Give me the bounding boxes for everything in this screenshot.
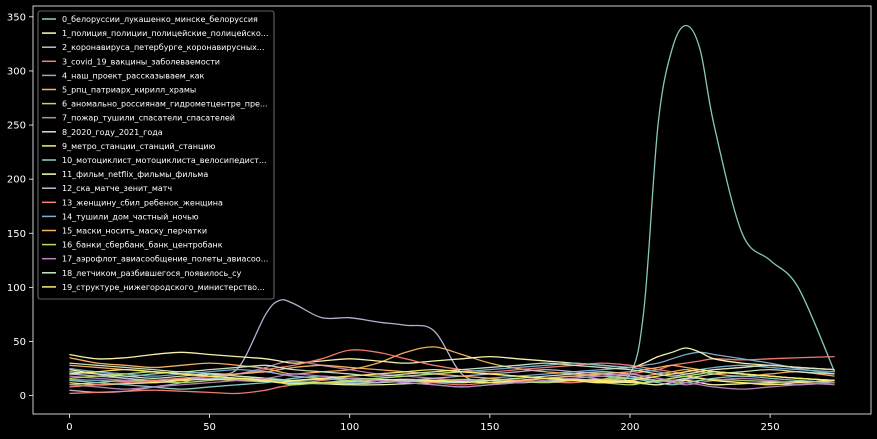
legend-entry-2: 2_коронавируса_петербурге_коронавирусных… — [62, 43, 265, 52]
x-tick-label: 200 — [620, 422, 639, 433]
legend-entry-16: 16_банки_сбербанк_банк_центробанк — [62, 241, 223, 250]
series-line-19 — [69, 368, 835, 384]
plot-frame — [32, 5, 872, 415]
y-tick-label: 200 — [7, 175, 26, 186]
legend-entry-5: 5_рпц_патриарх_кирилл_храмы — [62, 86, 196, 95]
series-line-11 — [69, 347, 835, 371]
y-tick-label: 250 — [7, 121, 26, 132]
legend-entry-0: 0_белоруссии_лукашенко_минске_белоруссия — [62, 15, 258, 24]
legend-frame — [37, 10, 275, 300]
legend: 0_белоруссии_лукашенко_минске_белоруссия… — [37, 10, 275, 300]
legend-entry-9: 9_метро_станции_станций_станцию — [62, 142, 216, 151]
legend-entry-13: 13_женщину_сбил_ребенок_женщина — [62, 198, 223, 207]
y-tick-label: 50 — [13, 337, 26, 348]
legend-entry-15: 15_маски_носить_маску_перчатки — [62, 227, 207, 236]
x-tick-label: 150 — [480, 422, 499, 433]
x-tick-label: 0 — [66, 422, 72, 433]
series-line-9 — [69, 375, 835, 386]
legend-entry-7: 7_пожар_тушили_спасатели_спасателей — [62, 114, 235, 123]
legend-entry-4: 4_наш_проект_рассказываем_как — [62, 71, 205, 80]
x-tick-label: 100 — [340, 422, 359, 433]
x-tick-label: 250 — [761, 422, 780, 433]
legend-entry-3: 3_covid_19_вакцины_заболеваемости — [62, 57, 220, 66]
legend-entry-8: 8_2020_году_2021_года — [62, 128, 163, 137]
y-tick-label: 150 — [7, 229, 26, 240]
legend-entry-10: 10_мотоциклист_мотоциклиста_велосипедист… — [62, 156, 267, 165]
legend-entry-14: 14_тушили_дом_частный_ночью — [62, 212, 199, 221]
legend-entry-19: 19_структуре_нижегородского_министерство… — [62, 283, 265, 292]
x-tick-label: 50 — [203, 422, 216, 433]
legend-entry-6: 6_аномально_россиянам_гидрометцентре_пре… — [62, 100, 268, 109]
series-line-3 — [69, 355, 835, 395]
series-line-17 — [69, 373, 835, 390]
legend-entry-1: 1_полиция_полиции_полицейские_полицейско… — [62, 29, 268, 38]
x-axis: 0 50 100 150 200 250 — [66, 414, 780, 433]
y-tick-label: 0 — [20, 391, 26, 402]
series-lines — [69, 24, 836, 395]
y-tick-label: 300 — [7, 66, 26, 77]
y-tick-label: 100 — [7, 283, 26, 294]
y-axis: 0 50 100 150 200 250 300 350 — [7, 12, 33, 402]
legend-entry-17: 17_аэрофлот_авиасообщение_полеты_авиасоо… — [62, 255, 268, 264]
legend-entry-18: 18_летчиком_разбившегося_появилось_су — [62, 269, 242, 278]
legend-entry-11: 11_фильм_netflix_фильмы_фильма — [62, 170, 208, 179]
y-tick-label: 350 — [7, 12, 26, 23]
series-line-18 — [69, 362, 835, 377]
legend-entry-12: 12_ска_матче_зенит_матч — [62, 184, 172, 193]
